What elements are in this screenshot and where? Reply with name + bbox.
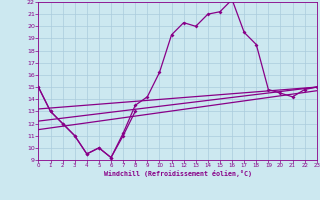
X-axis label: Windchill (Refroidissement éolien,°C): Windchill (Refroidissement éolien,°C) bbox=[104, 170, 252, 177]
